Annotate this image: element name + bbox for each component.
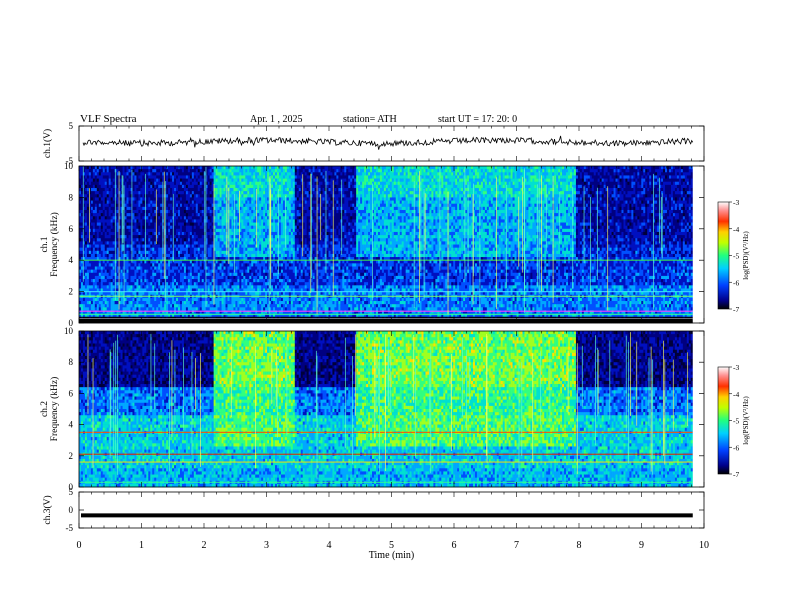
- ch2-spectrogram-ylabel-line1: ch.2: [40, 401, 50, 417]
- xaxis-tick-5: 5: [389, 540, 394, 551]
- xaxis-tick-8: 8: [577, 540, 582, 551]
- ch1-colorbar-label: log(PSD)(V²/Hz): [742, 231, 750, 280]
- start-time-label: start UT = 17: 20: 0: [438, 114, 517, 125]
- ch1-waveform-ylabel: ch.1(V): [42, 129, 53, 158]
- ch2-spectrogram-ytick-10: 10: [64, 326, 74, 336]
- ch1-colorbar-tick--5: -5: [733, 252, 739, 261]
- ch2-spectrogram-ytick-0: 0: [69, 482, 74, 492]
- xaxis-tick-10: 10: [699, 540, 709, 551]
- xaxis-label: Time (min): [369, 550, 414, 561]
- ch1-colorbar-tick--4: -4: [733, 225, 739, 234]
- ch3-waveform-ytick-5: 5: [69, 487, 74, 497]
- ch2-colorbar-tick--5: -5: [733, 417, 739, 426]
- station-label: station= ATH: [343, 114, 397, 125]
- ch2-spectrogram-ytick-8: 8: [69, 357, 74, 367]
- ch1-spectrogram-ylabel-line2: Frequency (kHz): [49, 212, 60, 277]
- spectrogram-ch2: [79, 331, 704, 488]
- ch3-waveform-ylabel: ch.3(V): [42, 495, 53, 524]
- ch2-colorbar-label: log(PSD)(V²/Hz): [742, 396, 750, 445]
- ch1-waveform-ytick--5: -5: [66, 156, 74, 166]
- ch2-spectrogram-ytick-2: 2: [69, 451, 74, 461]
- ch1-spectrogram-ytick-2: 2: [69, 287, 74, 297]
- ch2-colorbar-tick--4: -4: [733, 390, 739, 399]
- ch1-colorbar-tick--3: -3: [733, 198, 739, 207]
- xaxis-tick-4: 4: [327, 540, 332, 551]
- ch1-spectrogram-ytick-4: 4: [69, 255, 74, 265]
- ch2-spectrogram-ytick-6: 6: [69, 388, 74, 398]
- ch2-colorbar-tick--6: -6: [733, 443, 739, 452]
- xaxis-tick-1: 1: [139, 540, 144, 551]
- xaxis-tick-2: 2: [202, 540, 207, 551]
- date-label: Apr. 1 , 2025: [250, 114, 303, 125]
- ch2-spectrogram-ylabel-line2: Frequency (kHz): [49, 377, 60, 442]
- ch2-colorbar-tick--7: -7: [733, 470, 739, 479]
- ch1-spectrogram-ytick-10: 10: [64, 161, 74, 171]
- ch1-waveform-ytick-5: 5: [69, 121, 74, 131]
- ch1-colorbar-tick--7: -7: [733, 305, 739, 314]
- ch3-waveform-frame: [78, 491, 705, 529]
- xaxis-tick-0: 0: [77, 540, 82, 551]
- ch3-waveform-ytick-0: 0: [69, 505, 74, 515]
- ch2-colorbar: [717, 366, 730, 475]
- spectrogram-ch1: [79, 166, 704, 324]
- ch1-spectrogram-ytick-6: 6: [69, 224, 74, 234]
- ch2-spectrogram-ytick-4: 4: [69, 420, 74, 430]
- ch1-colorbar-tick--6: -6: [733, 278, 739, 287]
- xaxis-tick-7: 7: [514, 540, 519, 551]
- ch1-waveform-line: [82, 135, 694, 150]
- ch1-spectrogram-ytick-0: 0: [69, 318, 74, 328]
- xaxis-tick-3: 3: [264, 540, 269, 551]
- figure-title: VLF Spectra: [80, 113, 137, 125]
- ch1-spectrogram-ylabel-line1: ch.1: [40, 236, 50, 252]
- ch2-colorbar-tick--3: -3: [733, 363, 739, 372]
- ch3-waveform-ytick--5: -5: [66, 523, 74, 533]
- ch1-colorbar: [717, 201, 730, 310]
- xaxis-tick-9: 9: [639, 540, 644, 551]
- ch1-spectrogram-ytick-8: 8: [69, 192, 74, 202]
- xaxis-tick-6: 6: [452, 540, 457, 551]
